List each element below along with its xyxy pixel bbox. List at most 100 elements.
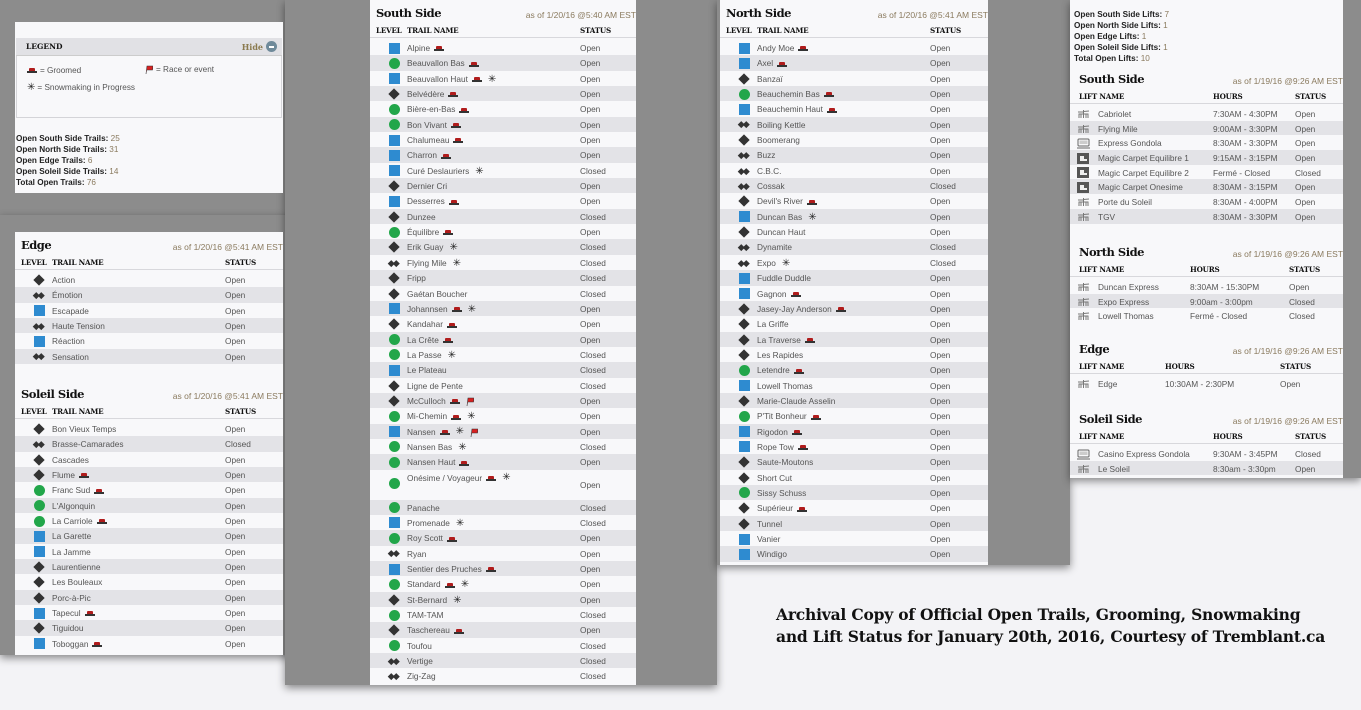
trail-row[interactable]: Émotion Open — [15, 287, 283, 303]
trail-row[interactable]: Gagnon Open — [720, 286, 988, 301]
trail-row[interactable]: Haute Tension Open — [15, 318, 283, 334]
trail-row[interactable]: Buzz Open — [720, 147, 988, 163]
trail-row[interactable]: Brasse-Camarades Closed — [15, 436, 283, 452]
lift-row[interactable]: Le Soleil 8:30am - 3:30pm Open — [1070, 460, 1343, 476]
lift-row[interactable]: Magic Carpet Onesime 8:30AM - 3:15PM Open — [1070, 179, 1343, 195]
trail-row[interactable]: Roy Scott Open — [370, 530, 636, 546]
lift-row[interactable]: Duncan Express 8:30AM - 15:30PM Open — [1070, 279, 1343, 294]
trail-row[interactable]: Rigodon Open — [720, 423, 988, 439]
trail-row[interactable]: Dynamite Closed — [720, 239, 988, 255]
trail-row[interactable]: P'Tit Bonheur Open — [720, 408, 988, 423]
trail-row[interactable]: Ryan Open — [370, 546, 636, 561]
trail-row[interactable]: Marie-Claude Asselin Open — [720, 392, 988, 409]
trail-row[interactable]: Devil's River Open — [720, 193, 988, 208]
trail-row[interactable]: Vanier Open — [720, 531, 988, 546]
trail-row[interactable]: Fuddle Duddle Open — [720, 270, 988, 286]
trail-row[interactable]: L'Algonquin Open — [15, 497, 283, 514]
lift-row[interactable]: Cabriolet 7:30AM - 4:30PM Open — [1070, 106, 1343, 121]
trail-row[interactable]: Nansen ✳ Open — [370, 423, 636, 439]
trail-row[interactable]: Supérieur Open — [720, 500, 988, 515]
trail-row[interactable]: Johannsen ✳ Open — [370, 300, 636, 317]
lift-row[interactable]: Porte du Soleil 8:30AM - 4:00PM Open — [1070, 194, 1343, 209]
trail-row[interactable]: Fripp Closed — [370, 270, 636, 286]
trail-row[interactable]: Le Plateau Closed — [370, 362, 636, 378]
trail-row[interactable]: TAM-TAM Closed — [370, 607, 636, 622]
trail-row[interactable]: La Carriole Open — [15, 513, 283, 528]
trail-row[interactable]: Tapecul Open — [15, 605, 283, 620]
trail-row[interactable]: Escapade Open — [15, 303, 283, 318]
trail-row[interactable]: St-Bernard ✳ Open — [370, 591, 636, 608]
trail-row[interactable]: Toufou Closed — [370, 638, 636, 653]
trail-row[interactable]: Beauvallon Bas Open — [370, 55, 636, 71]
trail-row[interactable]: Andy Moe Open — [720, 40, 988, 55]
trail-row[interactable]: Duncan Haut Open — [720, 224, 988, 239]
trail-row[interactable]: Toboggan Open — [15, 636, 283, 651]
trail-row[interactable]: Gaétan Boucher Closed — [370, 286, 636, 301]
trail-row[interactable]: Saute-Moutons Open — [720, 454, 988, 470]
trail-row[interactable]: Tiguidou Open — [15, 620, 283, 636]
trail-row[interactable]: Flume Open — [15, 467, 283, 483]
trail-row[interactable]: Axel Open — [720, 55, 988, 71]
trail-row[interactable]: Porc-à-Pic Open — [15, 589, 283, 606]
lift-row[interactable]: Express Gondola 8:30AM - 3:30PM Open — [1070, 135, 1343, 150]
lift-row[interactable]: Expo Express 9:00am - 3:00pm Closed — [1070, 293, 1343, 309]
trail-row[interactable]: La Passe ✳ Closed — [370, 347, 636, 362]
trail-row[interactable]: Tunnel Open — [720, 515, 988, 531]
trail-row[interactable]: Standard ✳ Open — [370, 576, 636, 591]
trail-row[interactable]: Zig-Zag Closed — [370, 668, 636, 683]
trail-row[interactable]: Boiling Kettle Open — [720, 116, 988, 133]
trail-row[interactable]: Bon Vivant Open — [370, 116, 636, 133]
trail-row[interactable]: Sissy Schuss Open — [720, 484, 988, 501]
trail-row[interactable]: Windigo Open — [720, 546, 988, 562]
trail-row[interactable]: Ligne de Pente Closed — [370, 378, 636, 393]
trail-row[interactable]: Duncan Bas ✳ Open — [720, 208, 988, 225]
trail-row[interactable]: McCulloch Open — [370, 392, 636, 409]
trail-row[interactable]: Alpine Open — [370, 40, 636, 55]
trail-row[interactable]: La Griffe Open — [720, 316, 988, 331]
trail-row[interactable]: La Traverse Open — [720, 331, 988, 347]
trail-row[interactable]: Banzaï Open — [720, 71, 988, 86]
trail-row[interactable]: Beauchemin Haut Open — [720, 101, 988, 116]
trail-row[interactable]: Sensation Open — [15, 348, 283, 365]
trail-row[interactable]: Vertige Closed — [370, 653, 636, 669]
trail-row[interactable]: Réaction Open — [15, 333, 283, 348]
trail-row[interactable]: Lowell Thomas Open — [720, 378, 988, 393]
trail-row[interactable]: Sentier des Pruches Open — [370, 561, 636, 577]
trail-row[interactable]: Flying Mile ✳ Closed — [370, 255, 636, 270]
trail-row[interactable]: La Garette Open — [15, 528, 283, 544]
lift-row[interactable]: Edge 10:30AM - 2:30PM Open — [1070, 376, 1343, 391]
trail-row[interactable]: Franc Sud Open — [15, 482, 283, 497]
lift-row[interactable]: Magic Carpet Equilibre 1 9:15AM - 3:15PM O… — [1070, 150, 1343, 165]
trail-row[interactable]: Mi-Chemin ✳ Open — [370, 408, 636, 423]
trail-row[interactable]: Desserres Open — [370, 193, 636, 208]
lift-row[interactable]: Magic Carpet Equilibre 2 Fermé - Closed Cl… — [1070, 165, 1343, 180]
trail-row[interactable]: Nansen Bas ✳ Closed — [370, 439, 636, 454]
trail-row[interactable]: Chalumeau Open — [370, 132, 636, 147]
trail-row[interactable]: Action Open — [15, 272, 283, 287]
trail-row[interactable]: Charron Open — [370, 147, 636, 163]
trail-row[interactable]: Beauchemin Bas Open — [720, 86, 988, 102]
trail-row[interactable]: Curé Deslauriers ✳ Closed — [370, 163, 636, 178]
trail-row[interactable]: Les Rapides Open — [720, 347, 988, 362]
trail-row[interactable]: Cossak Closed — [720, 178, 988, 194]
trail-row[interactable]: Équilibre Open — [370, 224, 636, 239]
trail-row[interactable]: Boomerang Open — [720, 132, 988, 147]
legend-hide-button[interactable]: Hide — [242, 41, 277, 52]
trail-row[interactable]: Cascades Open — [15, 452, 283, 467]
lift-row[interactable]: Casino Express Gondola 9:30AM - 3:45PM Clo… — [1070, 446, 1343, 461]
trail-row[interactable]: La Crête Open — [370, 331, 636, 347]
trail-row[interactable]: Laurentienne Open — [15, 559, 283, 575]
trail-row[interactable]: Expo ✳ Closed — [720, 255, 988, 270]
trail-row[interactable]: Promenade ✳ Closed — [370, 515, 636, 530]
trail-row[interactable]: Kandahar Open — [370, 316, 636, 331]
trail-row[interactable]: Belvédère Open — [370, 86, 636, 102]
trail-row[interactable]: Jasey-Jay Anderson Open — [720, 300, 988, 317]
trail-row[interactable]: Rope Tow Open — [720, 439, 988, 454]
trail-row[interactable]: Dunzee Closed — [370, 208, 636, 225]
lift-row[interactable]: Flying Mile 9:00AM - 3:30PM Open — [1070, 120, 1343, 136]
trail-row[interactable]: Taschereau Open — [370, 622, 636, 638]
trail-row[interactable]: Letendre Open — [720, 362, 988, 378]
trail-row[interactable]: Bon Vieux Temps Open — [15, 421, 283, 436]
trail-row[interactable]: C.B.C. Open — [720, 163, 988, 178]
trail-row[interactable]: Bière-en-Bas Open — [370, 101, 636, 116]
